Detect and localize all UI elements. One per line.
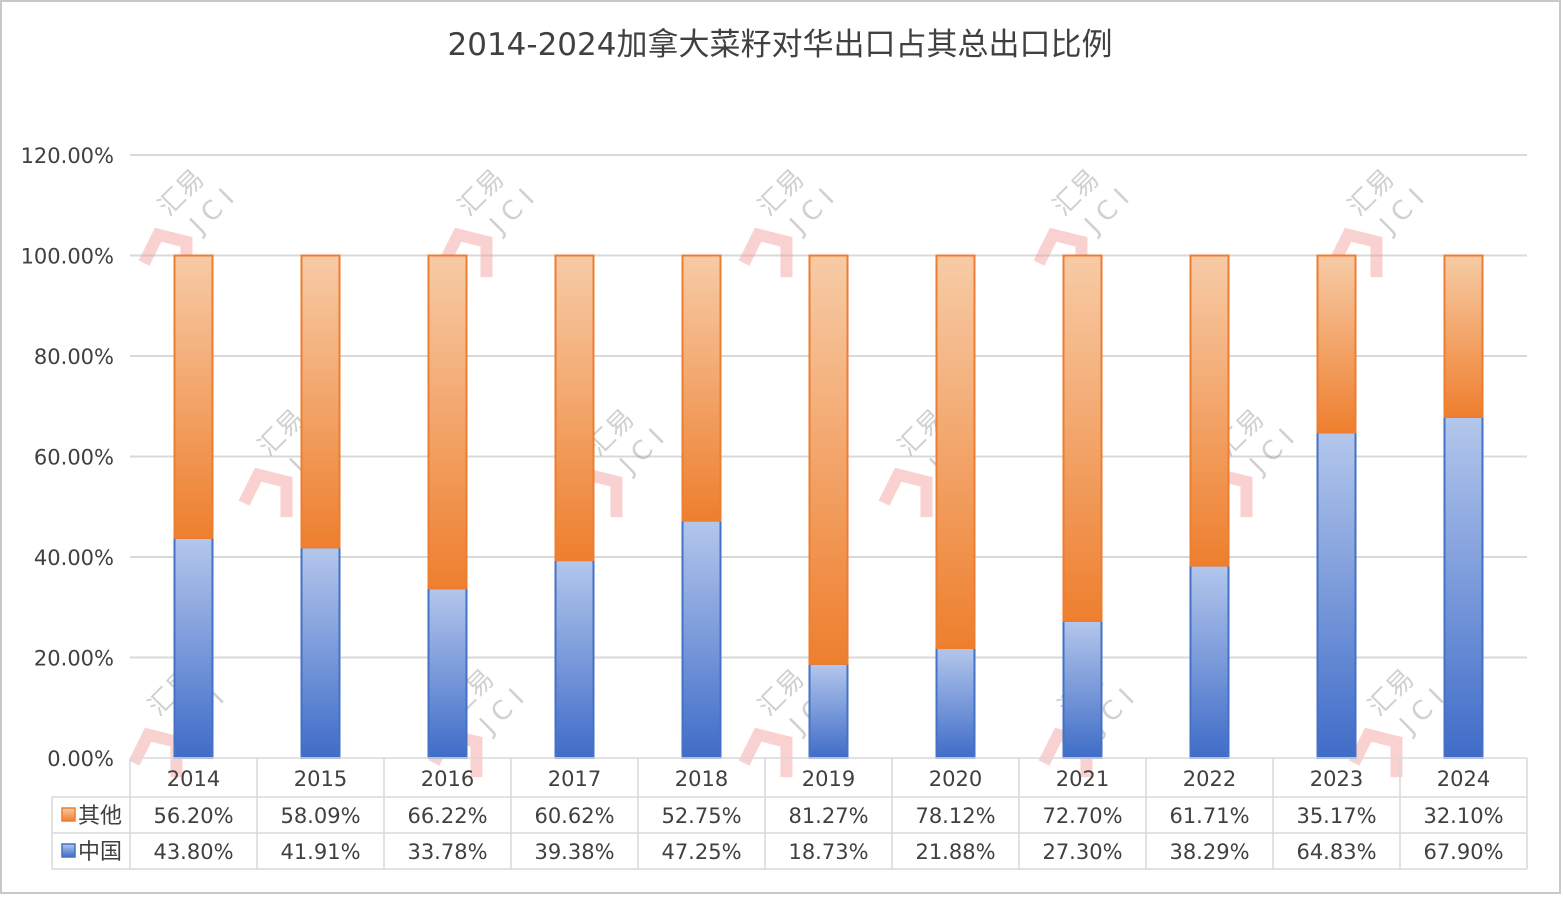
bar-other-2024 bbox=[1443, 254, 1484, 418]
bars bbox=[173, 254, 1484, 760]
chart-title: 2014-2024加拿大菜籽对华出口占其总出口比例 bbox=[448, 27, 1113, 63]
data-label-china: 39.38% bbox=[534, 840, 614, 864]
data-label-other: 78.12% bbox=[915, 804, 995, 828]
data-label-other: 61.71% bbox=[1169, 804, 1249, 828]
y-tick-label: 80.00% bbox=[34, 345, 114, 369]
legend-label: 其他 bbox=[78, 804, 122, 829]
chart-border bbox=[0, 0, 1561, 894]
bar-china-2020 bbox=[935, 647, 976, 759]
bar-other-2014 bbox=[173, 254, 214, 539]
bar-china-2017 bbox=[554, 559, 595, 759]
y-tick-label: 40.00% bbox=[34, 546, 114, 570]
data-label-other: 32.10% bbox=[1423, 804, 1503, 828]
y-tick-label: 0.00% bbox=[47, 747, 114, 771]
y-tick-label: 120.00% bbox=[21, 144, 114, 168]
x-tick-label: 2015 bbox=[294, 767, 347, 791]
y-tick-label: 60.00% bbox=[34, 446, 114, 470]
bar-china-2016 bbox=[427, 587, 468, 759]
data-label-china: 27.30% bbox=[1042, 840, 1122, 864]
bar-other-2020 bbox=[935, 254, 976, 650]
bar-other-2015 bbox=[300, 254, 341, 549]
x-tick-label: 2018 bbox=[675, 767, 728, 791]
data-label-china: 33.78% bbox=[407, 840, 487, 864]
x-tick-label: 2023 bbox=[1310, 767, 1363, 791]
x-tick-label: 2017 bbox=[548, 767, 601, 791]
data-label-china: 18.73% bbox=[788, 840, 868, 864]
data-label-other: 72.70% bbox=[1042, 804, 1122, 828]
data-label-other: 81.27% bbox=[788, 804, 868, 828]
data-label-other: 60.62% bbox=[534, 804, 614, 828]
x-tick-label: 2024 bbox=[1437, 767, 1490, 791]
bar-other-2022 bbox=[1189, 254, 1230, 567]
x-tick-label: 2021 bbox=[1056, 767, 1109, 791]
data-label-china: 41.91% bbox=[280, 840, 360, 864]
bar-other-2018 bbox=[681, 254, 722, 522]
bar-china-2024 bbox=[1443, 415, 1484, 759]
x-tick-label: 2016 bbox=[421, 767, 474, 791]
bar-other-2019 bbox=[808, 254, 849, 665]
legend-swatch bbox=[61, 843, 76, 858]
data-label-china: 47.25% bbox=[661, 840, 741, 864]
y-tick-label: 100.00% bbox=[21, 245, 114, 269]
y-tick-label: 20.00% bbox=[34, 647, 114, 671]
x-tick-label: 2019 bbox=[802, 767, 855, 791]
bar-other-2023 bbox=[1316, 254, 1357, 434]
x-tick-label: 2014 bbox=[167, 767, 220, 791]
bar-china-2019 bbox=[808, 662, 849, 760]
x-tick-label: 2022 bbox=[1183, 767, 1236, 791]
x-tick-label: 2020 bbox=[929, 767, 982, 791]
bar-china-2015 bbox=[300, 546, 341, 759]
data-label-china: 38.29% bbox=[1169, 840, 1249, 864]
bar-other-2017 bbox=[554, 254, 595, 562]
y-axis: 0.00% 20.00% 40.00% 60.00% 80.00% 100.00% 120.… bbox=[21, 144, 114, 771]
data-label-other: 56.20% bbox=[153, 804, 233, 828]
bar-china-2023 bbox=[1316, 431, 1357, 759]
data-label-other: 66.22% bbox=[407, 804, 487, 828]
data-label-china: 64.83% bbox=[1296, 840, 1376, 864]
data-table: 2014 56.20% 43.80% 2015 58.09% 41.91% 2016 66.2… bbox=[51, 757, 1528, 870]
bar-other-2016 bbox=[427, 254, 468, 590]
bar-other-2021 bbox=[1062, 254, 1103, 622]
data-label-china: 43.80% bbox=[153, 840, 233, 864]
data-label-china: 67.90% bbox=[1423, 840, 1503, 864]
data-label-other: 52.75% bbox=[661, 804, 741, 828]
data-label-china: 21.88% bbox=[915, 840, 995, 864]
bar-china-2018 bbox=[681, 519, 722, 759]
bar-china-2021 bbox=[1062, 619, 1103, 759]
legend-swatch bbox=[61, 807, 76, 822]
data-label-other: 35.17% bbox=[1296, 804, 1376, 828]
data-label-other: 58.09% bbox=[280, 804, 360, 828]
bar-china-2022 bbox=[1189, 564, 1230, 760]
legend-label: 中国 bbox=[78, 840, 122, 865]
bar-china-2014 bbox=[173, 536, 214, 760]
